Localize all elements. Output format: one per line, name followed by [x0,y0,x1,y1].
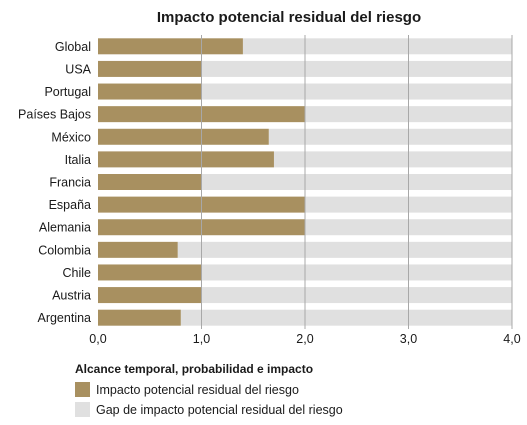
x-tick-label: 2,0 [296,332,313,346]
category-label-colombia: Colombia [38,243,91,257]
gridlines [201,35,513,329]
legend-swatch-impacto [75,382,90,397]
gap-bar-portugal [201,83,512,100]
gap-bar-italia [273,151,512,168]
value-bar-austria [98,287,202,304]
category-label-usa: USA [65,62,91,76]
value-bar-global [98,38,243,55]
category-label-portugal: Portugal [44,85,91,99]
gap-bar-mexico [268,128,512,145]
gap-bars [177,38,513,326]
category-label-francia: Francia [49,176,91,190]
category-label-global: Global [55,40,91,54]
value-bars [98,38,305,326]
value-bar-argentina [98,309,181,326]
value-bar-italia [98,151,274,168]
gap-bar-colombia [177,241,512,258]
legend: Alcance temporal, probabilidad e impacto… [75,362,343,422]
gap-bar-francia [201,174,512,190]
legend-item-gap: Gap de impacto potencial residual del ri… [75,402,343,417]
x-tick-label: 0,0 [89,332,106,346]
category-label-italia: Italia [65,153,91,167]
x-axis-tick-labels: 0,0 1,0 2,0 3,0 4,0 [89,332,520,346]
category-label-austria: Austria [52,289,91,303]
value-bar-usa [98,60,202,77]
category-label-espana: España [49,198,91,212]
x-tick-label: 1,0 [193,332,210,346]
legend-swatch-gap [75,402,90,417]
value-bar-mexico [98,128,269,145]
gap-bar-usa [201,60,512,77]
chart-title: Impacto potencial residual del riesgo [157,9,421,26]
gap-bar-austria [201,287,512,304]
gap-bar-argentina [180,309,513,326]
value-bar-francia [98,174,202,190]
x-tick-label: 3,0 [400,332,417,346]
value-bar-chile [98,264,202,281]
value-bar-colombia [98,241,178,258]
category-label-alemania: Alemania [39,221,91,235]
bar-chart: Impacto potencial residual del riesgo Gl… [18,9,521,346]
category-label-paises-bajos: Países Bajos [18,108,91,122]
value-bar-portugal [98,83,202,100]
legend-item-impacto: Impacto potencial residual del riesgo [75,382,343,397]
legend-title: Alcance temporal, probabilidad e impacto [75,362,314,376]
gap-bar-global [242,38,512,55]
category-label-chile: Chile [63,266,92,280]
legend-label-gap: Gap de impacto potencial residual del ri… [96,402,343,417]
gap-bar-chile [201,264,512,281]
legend-label-impacto: Impacto potencial residual del riesgo [96,382,299,397]
category-label-argentina: Argentina [37,311,91,325]
category-labels: Global USA Portugal Países Bajos México Itali… [18,40,92,325]
x-tick-label: 4,0 [503,332,520,346]
category-label-mexico: México [51,130,91,144]
